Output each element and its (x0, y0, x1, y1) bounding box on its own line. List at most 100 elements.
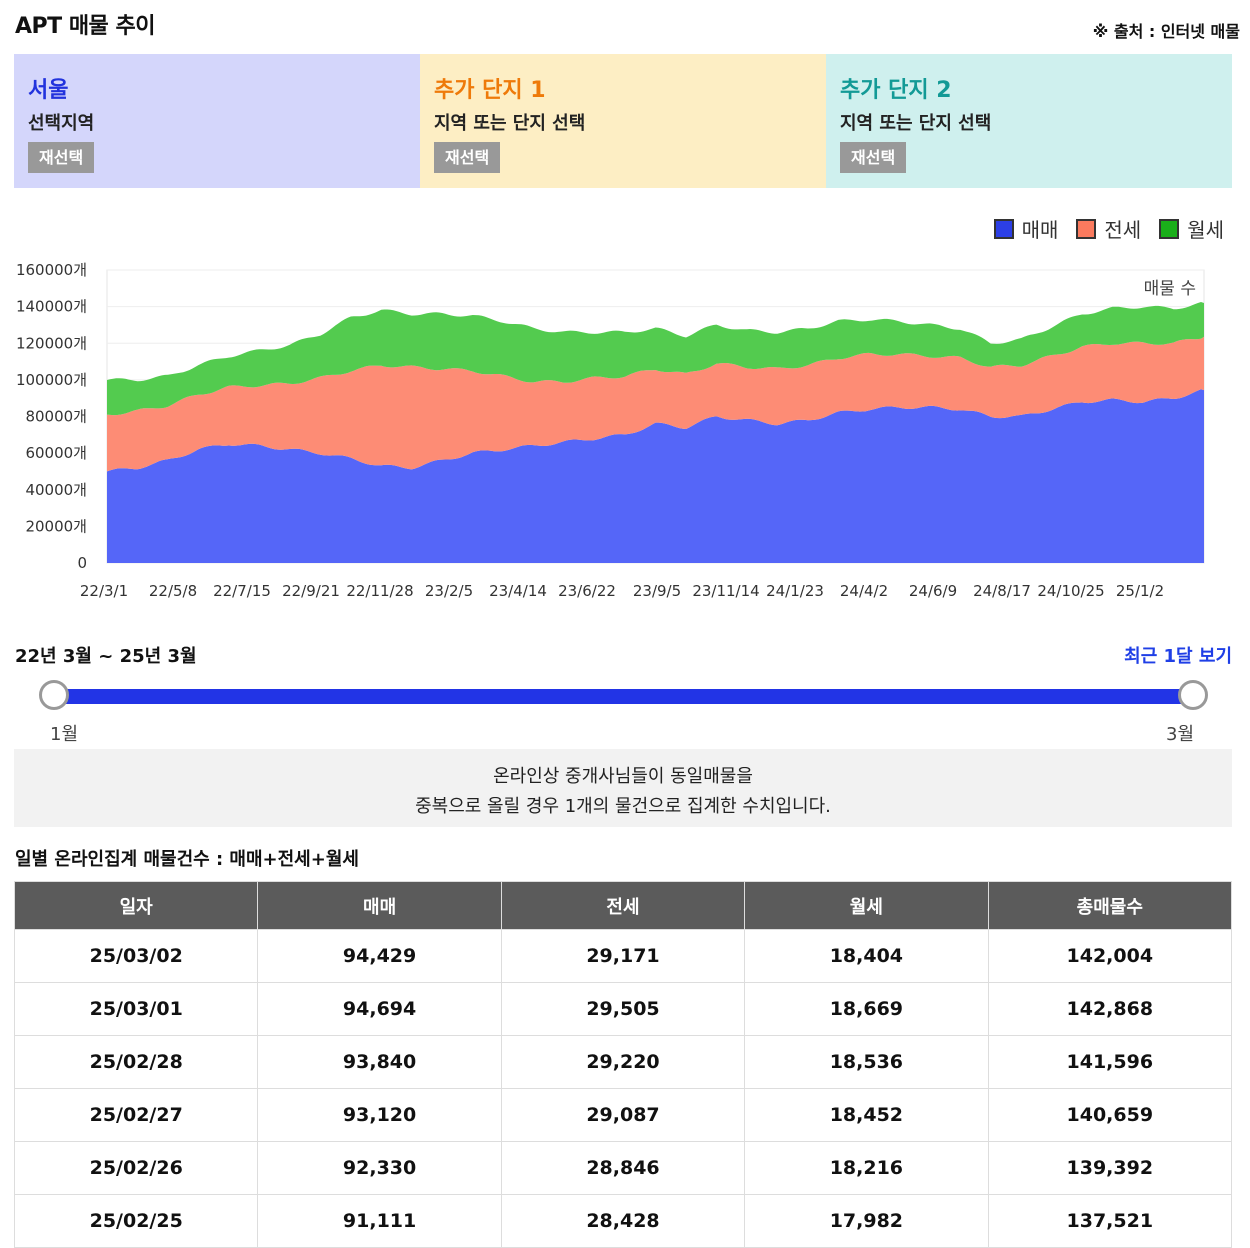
panel-region-name: 서울 (28, 78, 69, 103)
daily-listing-table: 일자 매매 전세 월세 총매물수 25/03/02 94,429 29,171 18,404 1… (13, 881, 1233, 1248)
table-cell: 93,840 (257, 1035, 502, 1089)
panel-region-sub: 선택지역 (28, 113, 95, 134)
region-panels: 서울 선택지역 재선택 추가 단지 1 지역 또는 단지 선택 재선택 추가 단… (14, 54, 1232, 188)
legend-swatch-jeonse (1076, 218, 1097, 239)
reselect-button-region[interactable]: 재선택 (28, 142, 95, 173)
table-cell: 17,982 (744, 1194, 989, 1248)
table-cell: 25/03/01 (13, 982, 259, 1036)
dedup-notice: 온라인상 중개사님들이 동일매물을 중복으로 올릴 경우 1개의 물건으로 집계… (14, 749, 1232, 827)
table-cell: 25/03/02 (13, 929, 259, 983)
table-cell: 91,111 (257, 1194, 502, 1248)
table-cell: 142,868 (987, 982, 1233, 1036)
table-cell: 18,669 (744, 982, 989, 1036)
table-cell: 93,120 (257, 1088, 502, 1142)
y-tick-label: 0 (77, 554, 87, 572)
table-cell: 142,004 (987, 929, 1233, 983)
table-row: 25/03/02 94,429 29,171 18,404 142,004 (13, 929, 1233, 983)
period-range-text: 22년 3월 ~ 25년 3월 (15, 646, 197, 667)
table-header-cell: 월세 (744, 881, 989, 930)
x-tick-label: 24/4/2 (840, 582, 888, 600)
x-tick-label: 23/6/22 (558, 582, 616, 600)
legend-item-monthly[interactable]: 월세 (1159, 214, 1224, 243)
table-cell: 29,505 (500, 982, 746, 1036)
table-cell: 28,428 (500, 1194, 746, 1248)
table-cell: 18,452 (744, 1088, 989, 1142)
x-tick-label: 24/10/25 (1037, 582, 1104, 600)
y-tick-label: 160000개 (16, 261, 87, 279)
slider-start-label: 1월 (50, 724, 79, 745)
table-row: 25/02/25 91,111 28,428 17,982 137,521 (13, 1194, 1233, 1248)
slider-end-label: 3월 (1166, 724, 1195, 745)
reselect-button-complex-1[interactable]: 재선택 (434, 142, 501, 173)
reselect-button-complex-2[interactable]: 재선택 (840, 142, 907, 173)
table-cell: 18,404 (744, 929, 989, 983)
area-series-monthly (107, 302, 1204, 416)
legend-item-jeonse[interactable]: 전세 (1076, 214, 1141, 243)
table-cell: 29,171 (500, 929, 746, 983)
x-tick-label: 23/9/5 (633, 582, 681, 600)
notice-line-2: 중복으로 올릴 경우 1개의 물건으로 집계한 수치입니다. (415, 796, 831, 817)
panel-complex-2-sub[interactable]: 지역 또는 단지 선택 (840, 113, 992, 134)
period-slider-track[interactable] (55, 689, 1193, 704)
table-caption: 일별 온라인집계 매물건수 : 매매+전세+월세 (15, 849, 359, 870)
legend-label-sale: 매매 (1021, 218, 1059, 242)
table-row: 25/02/28 93,840 29,220 18,536 141,596 (13, 1035, 1233, 1089)
period-slider-start-handle[interactable] (39, 680, 69, 710)
table-cell: 25/02/28 (13, 1035, 259, 1089)
panel-complex-2: 추가 단지 2 지역 또는 단지 선택 재선택 (826, 54, 1232, 188)
page-title: APT 매물 추이 (15, 14, 155, 39)
table-cell: 25/02/26 (13, 1141, 259, 1195)
area-series-jeonse (107, 336, 1204, 472)
legend-label-monthly: 월세 (1187, 218, 1224, 242)
y-tick-label: 140000개 (16, 298, 87, 316)
recent-month-link[interactable]: 최근 1달 보기 (1124, 646, 1232, 667)
panel-complex-1-name: 추가 단지 1 (434, 78, 546, 103)
y-tick-label: 60000개 (25, 444, 87, 462)
panel-complex-1: 추가 단지 1 지역 또는 단지 선택 재선택 (420, 54, 826, 188)
table-header-cell: 총매물수 (987, 881, 1233, 930)
y-tick-label: 80000개 (25, 408, 87, 426)
table-cell: 29,087 (500, 1088, 746, 1142)
notice-line-1: 온라인상 중개사님들이 동일매물을 (493, 766, 753, 787)
y-tick-label: 40000개 (25, 481, 87, 499)
x-tick-label: 22/9/21 (282, 582, 340, 600)
x-tick-label: 22/11/28 (346, 582, 413, 600)
legend-swatch-monthly (1159, 218, 1180, 239)
table-cell: 137,521 (987, 1194, 1233, 1248)
table-body: 25/03/02 94,429 29,171 18,404 142,004 25/03/0… (13, 929, 1233, 1248)
panel-region: 서울 선택지역 재선택 (14, 54, 420, 188)
x-tick-label: 22/7/15 (213, 582, 271, 600)
legend-swatch-sale (993, 218, 1014, 239)
y-tick-label: 100000개 (16, 371, 87, 389)
listing-trend-chart: 0 20000개 40000개 60000개 80000개 100000개 120000개 1… (16, 261, 1205, 600)
table-cell: 28,846 (500, 1141, 746, 1195)
table-cell: 25/02/27 (13, 1088, 259, 1142)
x-tick-label: 23/2/5 (425, 582, 473, 600)
table-cell: 29,220 (500, 1035, 746, 1089)
x-tick-label: 22/3/1 (80, 582, 128, 600)
legend-label-jeonse: 전세 (1104, 218, 1142, 242)
period-slider-end-handle[interactable] (1178, 680, 1208, 710)
table-cell: 92,330 (257, 1141, 502, 1195)
table-cell: 18,216 (744, 1141, 989, 1195)
x-tick-label: 24/1/23 (766, 582, 824, 600)
table-header-row: 일자 매매 전세 월세 총매물수 (13, 881, 1233, 930)
x-tick-label: 24/8/17 (973, 582, 1031, 600)
y-tick-label: 120000개 (16, 334, 87, 352)
table-row: 25/03/01 94,694 29,505 18,669 142,868 (13, 982, 1233, 1036)
chart-annotation: 매물 수 (1144, 279, 1196, 299)
area-series-sale (107, 389, 1204, 563)
x-tick-label: 25/1/2 (1116, 582, 1164, 600)
table-cell: 94,694 (257, 982, 502, 1036)
legend-item-sale[interactable]: 매매 (993, 214, 1059, 243)
panel-complex-1-sub[interactable]: 지역 또는 단지 선택 (434, 113, 586, 134)
x-tick-label: 22/5/8 (149, 582, 197, 600)
table-header-cell: 전세 (500, 881, 746, 930)
chart-legend: 매매 전세 월세 (993, 214, 1224, 243)
panel-complex-2-name: 추가 단지 2 (840, 78, 952, 103)
table-row: 25/02/26 92,330 28,846 18,216 139,392 (13, 1141, 1233, 1195)
x-tick-label: 23/11/14 (692, 582, 759, 600)
table-header-cell: 일자 (13, 881, 259, 930)
table-cell: 94,429 (257, 929, 502, 983)
table-row: 25/02/27 93,120 29,087 18,452 140,659 (13, 1088, 1233, 1142)
